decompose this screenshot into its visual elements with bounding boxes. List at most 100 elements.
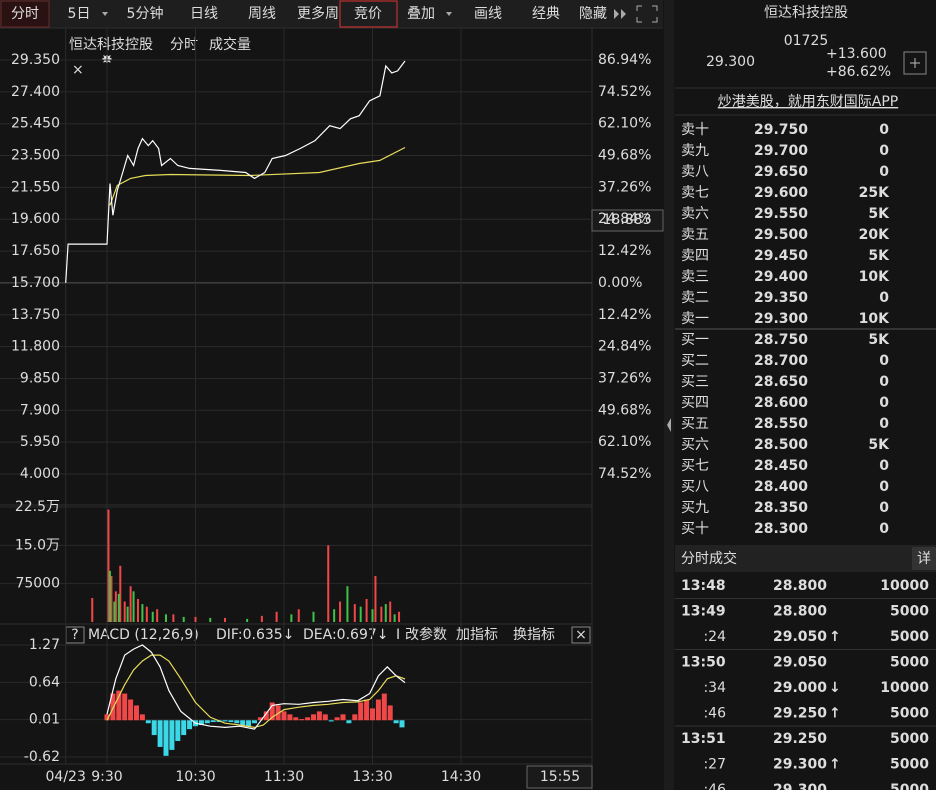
- macd-bar: [316, 711, 322, 721]
- volume-bar: [224, 617, 226, 622]
- toolbar-item[interactable]: 竞价: [354, 5, 382, 22]
- volume-tick-label: 75000: [15, 576, 60, 592]
- detail-button[interactable]: [912, 547, 936, 570]
- macd-tick-label: 1.27: [29, 637, 60, 653]
- macd-close[interactable]: ×: [575, 627, 587, 643]
- macd-bar: [252, 720, 257, 724]
- macd-bar: [311, 714, 316, 721]
- toolbar-item[interactable]: 叠加: [407, 6, 435, 22]
- x-tick-label: 10:30: [175, 769, 215, 785]
- toolbar-item[interactable]: 5日: [68, 6, 91, 22]
- trades-header: [675, 545, 936, 572]
- toolbar-item[interactable]: 隐藏: [579, 6, 607, 22]
- macd-bar: [322, 714, 328, 721]
- trade-direction: ↑: [829, 706, 841, 722]
- book-label: 买七: [681, 458, 709, 474]
- book-volume: 25K: [859, 185, 890, 201]
- trade-price: 29.050: [773, 629, 827, 645]
- trades-detail[interactable]: 详: [917, 551, 931, 567]
- toolbar-item[interactable]: 分时: [11, 6, 39, 22]
- trade-volume: 5000: [890, 757, 929, 773]
- book-price: 29.450: [754, 248, 808, 264]
- pct-tick-label: 24.84%: [598, 211, 651, 227]
- pct-tick-label: 12.42%: [598, 307, 651, 323]
- volume-tick-label: 22.5万: [15, 499, 60, 515]
- macd-bar: [134, 705, 139, 721]
- book-price: 29.400: [754, 269, 808, 285]
- book-label: 卖九: [681, 143, 709, 159]
- toolbar-item[interactable]: 日线: [190, 6, 218, 22]
- macd-button[interactable]: 加指标: [456, 627, 498, 643]
- macd-button[interactable]: 换指标: [513, 626, 555, 643]
- macd-close-box[interactable]: [571, 626, 591, 644]
- macd-bar: [328, 720, 334, 722]
- ad-link[interactable]: 炒港美股，就用东财国际APP: [718, 94, 898, 110]
- pct-tick-label: 37.26%: [598, 179, 651, 195]
- book-price: 28.600: [754, 395, 808, 411]
- book-label: 卖八: [681, 164, 709, 180]
- cursor-price: 18.883: [603, 212, 652, 228]
- volume-bar: [374, 576, 377, 622]
- dropdown: [446, 12, 452, 16]
- dropdown: [102, 12, 108, 16]
- toolbar-item[interactable]: 5分钟: [127, 5, 164, 22]
- volume-bar: [172, 614, 175, 622]
- quote-name: 恒达科技控股: [764, 5, 848, 21]
- dif-line: [106, 644, 406, 730]
- collapse-arrow[interactable]: [667, 418, 671, 432]
- volume-bar: [312, 611, 315, 622]
- y-tick-label: 27.400: [11, 84, 60, 100]
- macd-bar: [228, 720, 234, 723]
- book-volume: 0: [879, 353, 889, 369]
- average-line: [109, 146, 406, 206]
- toolbar-item[interactable]: 周线: [248, 6, 276, 22]
- toolbar-item[interactable]: 经典: [532, 6, 560, 22]
- trade-price: 29.250: [773, 706, 827, 722]
- pct-tick-label: 62.10%: [598, 434, 651, 450]
- book-price: 28.500: [754, 437, 808, 453]
- book-label: 卖七: [681, 185, 709, 201]
- dea-line: [106, 654, 406, 729]
- book-price: 29.650: [754, 164, 808, 180]
- macd-bar: [151, 720, 157, 736]
- trade-time: 13:51: [681, 731, 726, 747]
- book-volume: 10K: [859, 311, 890, 327]
- fullscreen-icon[interactable]: [636, 5, 658, 23]
- macd-bar: [122, 693, 128, 721]
- help-icon[interactable]: ?: [71, 627, 78, 643]
- macd-button[interactable]: 改参数: [405, 626, 447, 643]
- volume-bar: [359, 606, 362, 622]
- macd-bar: [246, 720, 252, 727]
- book-volume: 5K: [868, 332, 890, 348]
- close-icon[interactable]: ×: [72, 62, 84, 78]
- pct-tick-label: 24.84%: [598, 339, 651, 355]
- pct-tick-label: 74.52%: [598, 84, 651, 100]
- book-label: 卖三: [681, 269, 709, 285]
- book-price: 28.350: [754, 500, 808, 516]
- trade-volume: 5000: [890, 629, 929, 645]
- volume-bar: [165, 614, 167, 622]
- book-price: 28.300: [754, 521, 808, 537]
- macd-bar: [269, 702, 275, 721]
- book-volume: 0: [879, 374, 889, 390]
- price-line: [65, 60, 406, 283]
- macd-bar: [110, 693, 116, 721]
- volume-bar: [136, 599, 139, 622]
- book-volume: 5K: [868, 206, 890, 222]
- chart-name: 恒达科技控股: [69, 37, 153, 53]
- add-button[interactable]: [903, 51, 927, 75]
- x-tick-label: 9:30: [91, 769, 122, 785]
- book-volume: 0: [879, 479, 889, 495]
- macd-title: MACD (12,26,9): [88, 627, 199, 643]
- trade-volume: 10000: [880, 680, 929, 696]
- divider[interactable]: [664, 0, 674, 790]
- macd-bar: [399, 720, 405, 728]
- toolbar-item[interactable]: 画线: [474, 6, 502, 22]
- toolbar-item[interactable]: 更多周: [297, 5, 339, 22]
- volume-bar: [156, 609, 159, 622]
- trade-time: :34: [703, 680, 726, 696]
- y-tick-label: 7.900: [20, 402, 60, 418]
